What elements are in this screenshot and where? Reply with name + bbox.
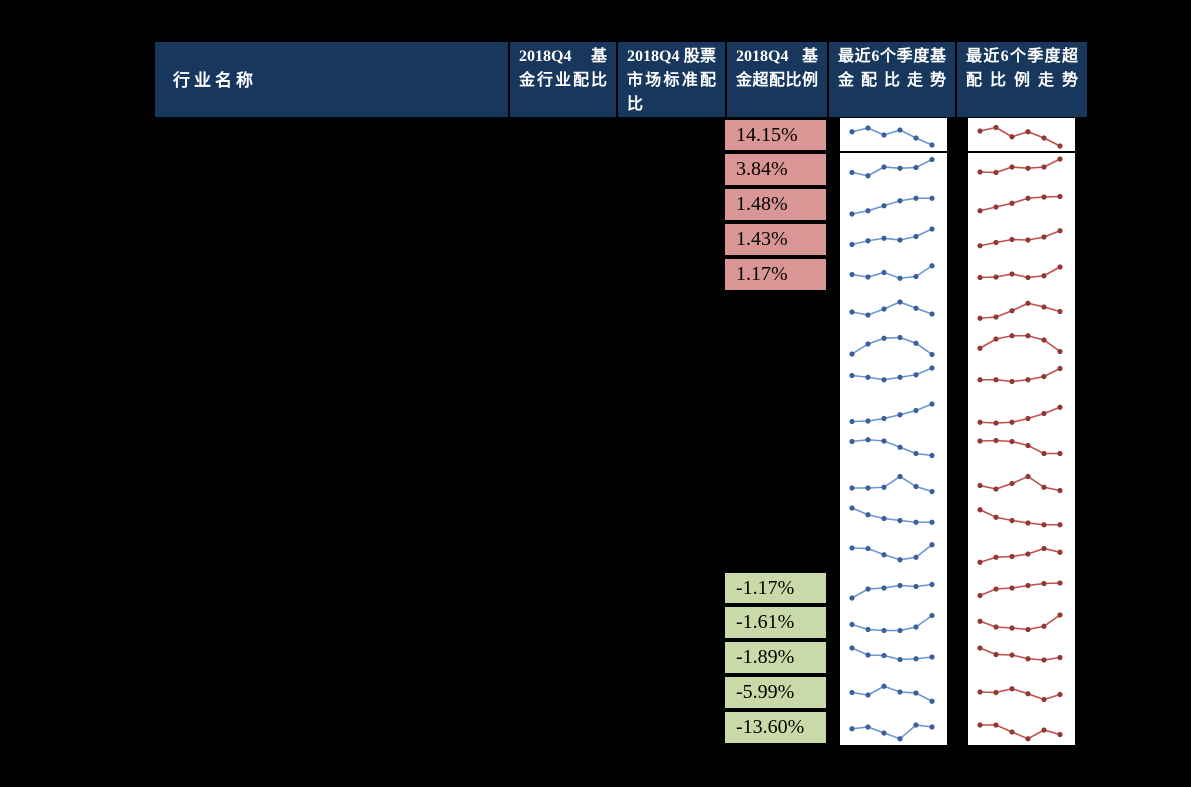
- fund-trend-sparkline-row-8: [849, 365, 935, 383]
- fund-trend-sparkline-row-13: [849, 541, 935, 563]
- fund-trend-sparkline-row-16: [849, 645, 935, 663]
- fund-trend-sparkline-row-14: [849, 581, 935, 601]
- over-trend-sparkline-row-10: [977, 438, 1063, 457]
- fund-trend-sparkline-row-15: [849, 613, 935, 634]
- over-allocation-cell-row-5: 1.17%: [723, 256, 828, 292]
- fund-trend-sparkline-row-10: [849, 437, 935, 459]
- over-allocation-sparkline-column: [968, 117, 1075, 745]
- fund-trend-sparkline-row-1: [849, 124, 935, 148]
- fund-trend-sparkline-row-6: [849, 299, 935, 318]
- fund-allocation-sparkline-column: [840, 117, 947, 745]
- column-header-industry-name: 行业名称: [173, 71, 257, 90]
- over-allocation-cell-row-4: 1.43%: [723, 222, 828, 257]
- over-trend-sparkline-row-14: [977, 579, 1063, 598]
- over-trend-sparkline-row-13: [977, 545, 1063, 565]
- over-trend-sparkline-row-8: [977, 366, 1063, 385]
- over-allocation-cell-row-2: 3.84%: [723, 152, 828, 188]
- over-allocation-cell-row-3: 1.48%: [723, 187, 828, 223]
- column-header-fund-allocation-trend: 最近6个季度基金配比走势: [827, 42, 955, 117]
- fund-trend-sparkline-row-2: [849, 157, 935, 179]
- fund-trend-sparkline-row-3: [849, 195, 935, 217]
- over-trend-sparkline-row-5: [977, 264, 1063, 280]
- over-allocation-cell-row-14: -1.17%: [723, 570, 828, 606]
- over-trend-sparkline-row-9: [977, 404, 1063, 426]
- over-trend-sparkline-row-17: [977, 686, 1063, 703]
- over-trend-sparkline-row-18: [977, 722, 1063, 742]
- row-divider-line: [968, 151, 1075, 154]
- over-trend-sparkline-row-7: [977, 332, 1063, 354]
- over-trend-sparkline-row-12: [977, 506, 1063, 528]
- over-trend-sparkline-row-15: [977, 612, 1063, 633]
- column-header-market-standard-allocation: 2018Q4 股票市场标准配比: [616, 42, 725, 117]
- fund-trend-sparkline-row-18: [849, 722, 935, 742]
- table-header-row: 行业名称 2018Q4 基金行业配比 2018Q4 股票市场标准配比 2018Q…: [155, 42, 1087, 117]
- over-trend-sparkline-row-11: [977, 473, 1063, 494]
- fund-trend-sparkline-row-12: [849, 505, 935, 525]
- over-allocation-cell-row-18: -13.60%: [723, 709, 828, 745]
- row-divider-line: [840, 151, 947, 154]
- fund-trend-sparkline-row-17: [849, 683, 935, 704]
- over-trend-sparkline-row-1: [977, 124, 1063, 149]
- over-trend-sparkline-row-2: [977, 156, 1063, 176]
- column-header-fund-industry-allocation: 2018Q4 基金行业配比: [508, 42, 616, 117]
- fund-trend-sparkline-row-4: [849, 226, 935, 248]
- fund-trend-sparkline-row-5: [849, 263, 935, 281]
- over-trend-sparkline-row-16: [977, 645, 1063, 663]
- over-trend-sparkline-row-3: [977, 194, 1063, 214]
- over-allocation-cell-row-15: -1.61%: [723, 605, 828, 641]
- over-allocation-cell-row-16: -1.89%: [723, 640, 828, 676]
- column-header-fund-over-allocation: 2018Q4基金超配比例: [725, 42, 827, 117]
- fund-trend-sparkline-row-9: [849, 401, 935, 425]
- fund-trend-sparkline-row-7: [849, 334, 935, 357]
- over-trend-sparkline-row-4: [977, 228, 1063, 249]
- over-allocation-cell-row-1: 14.15%: [723, 117, 828, 153]
- over-allocation-cell-row-17: -5.99%: [723, 675, 828, 710]
- column-header-over-allocation-trend: 最近6个季度超配比例走势: [955, 42, 1087, 117]
- fund-trend-sparkline-row-11: [849, 473, 935, 495]
- over-trend-sparkline-row-6: [977, 300, 1063, 321]
